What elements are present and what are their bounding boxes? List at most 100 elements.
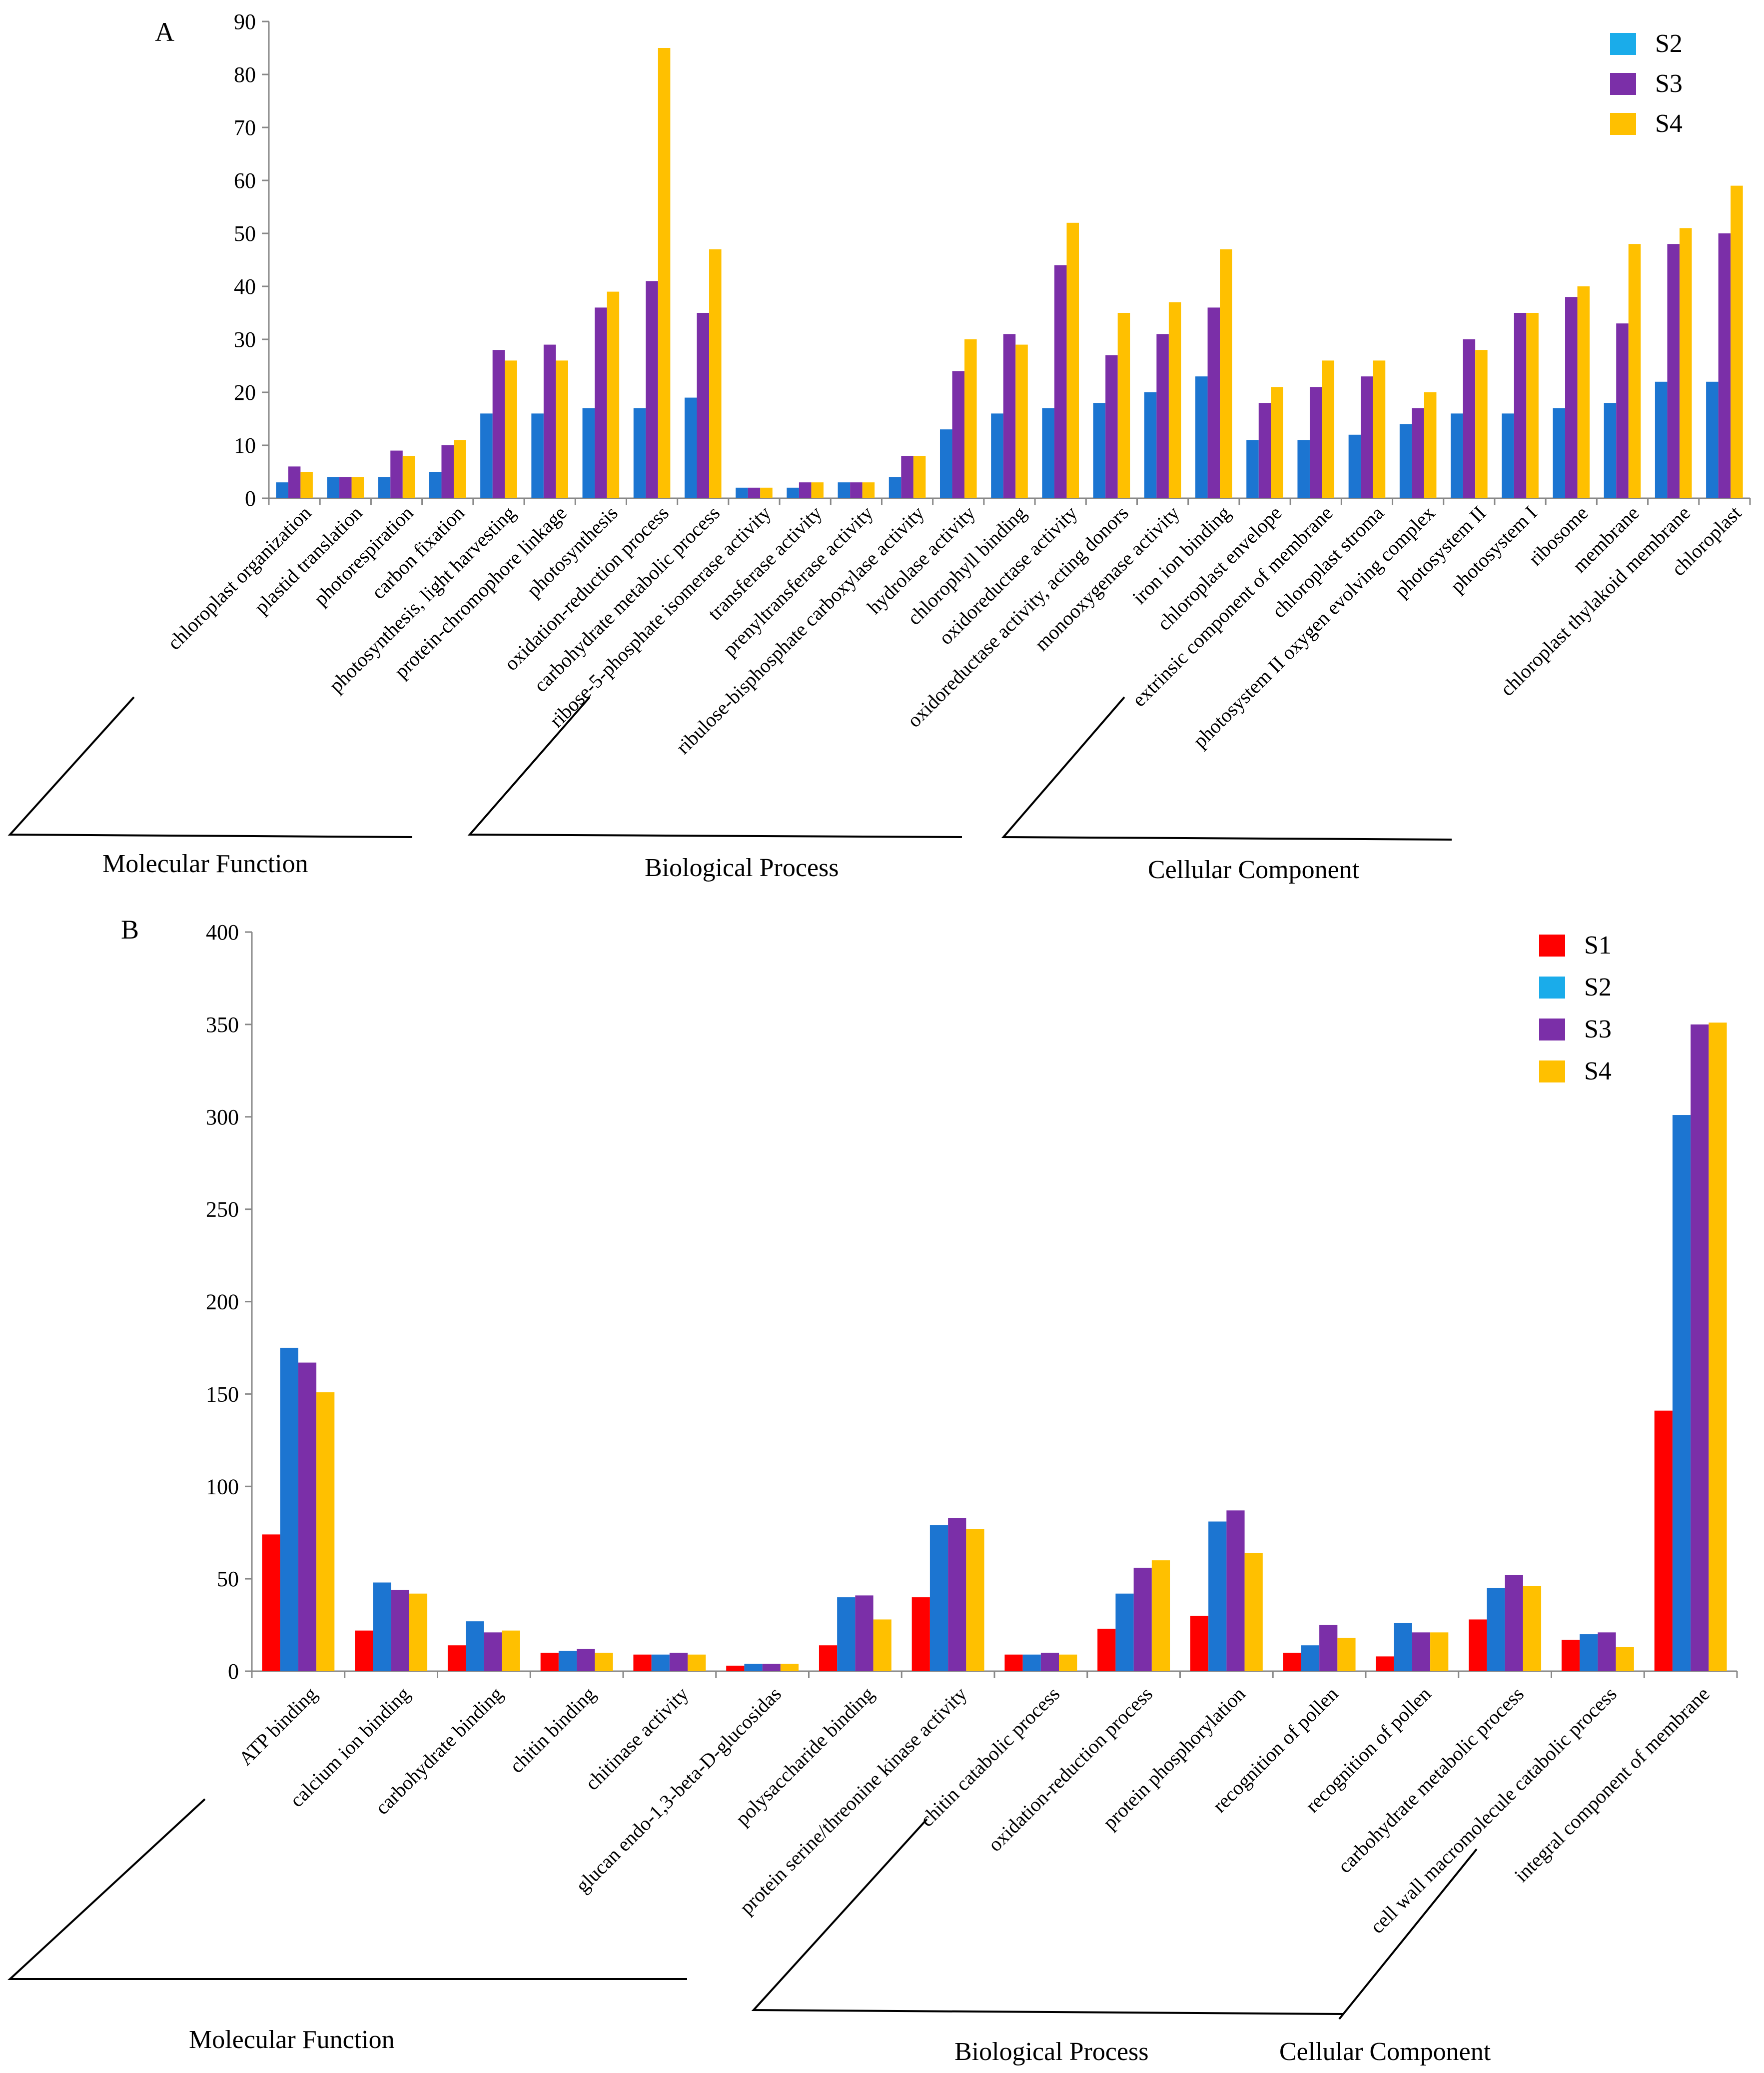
charta-legend-label-s4: S4 xyxy=(1655,109,1683,138)
chartb-y-tick-label: 200 xyxy=(206,1290,239,1314)
charta-bar-s3-prenyltransferase-activity xyxy=(850,482,863,498)
chartb-bar-s3-oxidation-reduction-process xyxy=(1133,1567,1152,1671)
charta-bar-s3-photosystem-ii xyxy=(1463,339,1476,498)
chartb-category-label: carbohydrate metabolic process xyxy=(1333,1683,1528,1878)
chartb-bar-s1-calcium-ion-binding xyxy=(355,1630,373,1671)
charta-bar-s4-chloroplast-stroma xyxy=(1373,360,1386,498)
charta-bar-s3-ribulose-bisphosphate-carboxylase-activity xyxy=(901,456,913,498)
chartb-bar-s3-recognition-of-pollen xyxy=(1319,1625,1338,1671)
charta-bar-s2-extrinsic-component-of-membrane xyxy=(1297,440,1310,498)
charta-bar-s2-protein-chromophore-linkage xyxy=(531,413,544,498)
chartb-category-label: glucan endo-1,3-beta-D-glucosidas xyxy=(571,1683,786,1897)
charta-bar-s3-chloroplast-envelope xyxy=(1258,403,1271,498)
charta-bar-s4-chloroplast xyxy=(1731,185,1743,499)
panel-label-b: B xyxy=(121,915,139,945)
charta-bar-s2-chloroplast-envelope xyxy=(1246,440,1259,498)
chartb-bar-s3-atp-binding xyxy=(298,1362,317,1671)
charta-bar-s3-ribose-5-phosphate-isomerase-activity xyxy=(748,487,761,498)
chartb-legend-label-s2: S2 xyxy=(1584,973,1612,1002)
charta-y-tick-label: 0 xyxy=(245,486,256,511)
charta-bar-s2-photosynthesis-light-harvesting xyxy=(480,413,493,498)
chartb-bar-s3-glucan-endo-1-3-beta-d-glucosidas xyxy=(762,1664,781,1671)
chartb-category-label: chitin binding xyxy=(505,1683,600,1778)
chartb-bar-s4-calcium-ion-binding xyxy=(409,1593,428,1671)
chartb-bar-s4-recognition-of-pollen xyxy=(1430,1632,1449,1671)
charta-bar-s4-extrinsic-component-of-membrane xyxy=(1322,360,1335,498)
chartb-bar-s2-protein-phosphorylation xyxy=(1208,1521,1227,1671)
chartb-bar-s3-recognition-of-pollen xyxy=(1412,1632,1431,1671)
bracket-molecular-function-a xyxy=(7,696,413,838)
charta-legend-label-s2: S2 xyxy=(1655,29,1683,58)
chartb-bar-s4-glucan-endo-1-3-beta-d-glucosidas xyxy=(780,1664,799,1671)
charta-bar-s2-transferase-activity xyxy=(787,487,799,498)
charta-bar-s2-chloroplast-stroma xyxy=(1348,434,1361,498)
bracket-molecular-function-b xyxy=(7,1798,687,1980)
charta-bar-s3-plastid-translation xyxy=(339,477,352,498)
charta-bar-s4-ribosome xyxy=(1577,286,1590,498)
chartb-category-label: ATP binding xyxy=(234,1683,322,1770)
charta-y-tick-label: 70 xyxy=(234,115,256,140)
charta-bar-s2-membrane xyxy=(1604,403,1617,498)
chartb-bar-s1-oxidation-reduction-process xyxy=(1097,1628,1116,1671)
chartb-bar-s3-integral-component-of-membrane xyxy=(1691,1024,1709,1671)
chartb-y-tick-label: 150 xyxy=(206,1382,239,1406)
charta-bar-s2-ribosome xyxy=(1553,408,1566,498)
chartb-bar-s4-cell-wall-macromolecule-catabolic-process xyxy=(1616,1647,1634,1671)
charta-bar-s4-protein-chromophore-linkage xyxy=(556,360,568,498)
charta-bar-s2-prenyltransferase-activity xyxy=(838,482,851,498)
charta-bar-s3-carbohydrate-metabolic-process xyxy=(697,313,710,498)
charta-bar-s4-photosystem-i xyxy=(1526,313,1539,498)
charta-bar-s2-oxidoreductase-activity xyxy=(1042,408,1054,498)
chartb-bar-s2-oxidation-reduction-process xyxy=(1115,1593,1134,1671)
charta-bar-s3-photosystem-ii-oxygen-evolving-complex xyxy=(1412,408,1424,498)
chartb-bar-s4-carbohydrate-metabolic-process xyxy=(1523,1586,1542,1671)
chartb-bar-s2-atp-binding xyxy=(280,1347,298,1671)
chartb-bar-s3-cell-wall-macromolecule-catabolic-process xyxy=(1598,1632,1616,1671)
chartb-bar-s1-chitin-catabolic-process xyxy=(1004,1654,1023,1671)
charta-bar-s2-chlorophyll-binding xyxy=(991,413,1003,498)
group-label-molecular-function-a: Molecular Function xyxy=(102,850,308,878)
chartb-legend-label-s3: S3 xyxy=(1584,1015,1612,1043)
charta-bar-s2-iron-ion-binding xyxy=(1195,376,1208,498)
charta-bar-s4-carbohydrate-metabolic-process xyxy=(709,249,722,498)
charta-bar-s3-carbon-fixation xyxy=(441,445,454,498)
charta-bar-s2-oxidation-reduction-process xyxy=(633,408,646,498)
charta-bar-s4-transferase-activity xyxy=(811,482,824,498)
charta-y-tick-label: 50 xyxy=(234,221,256,246)
chartb-y-tick-label: 300 xyxy=(206,1105,239,1129)
charta-bar-s3-iron-ion-binding xyxy=(1207,307,1220,498)
bracket-cellular-component-a xyxy=(1001,696,1452,841)
group-label-molecular-function-b: Molecular Function xyxy=(189,2026,395,2054)
charta-bar-s4-chloroplast-organization xyxy=(300,472,313,498)
charta-y-tick-label: 60 xyxy=(234,168,256,193)
chartb-bar-s3-protein-serine-threonine-kinase-activity xyxy=(948,1518,966,1671)
panel-b-group-brackets xyxy=(7,1798,1478,2020)
charta-bar-s4-oxidation-reduction-process xyxy=(658,48,671,498)
charta-bar-s3-chloroplast-organization xyxy=(288,466,301,498)
chartb-category-label: integral component of membrane xyxy=(1510,1683,1714,1887)
charta-bar-s4-chloroplast-thylakoid-membrane xyxy=(1679,228,1692,498)
charta-bar-s4-chlorophyll-binding xyxy=(1015,344,1028,498)
charta-bar-s2-photosystem-ii xyxy=(1451,413,1463,498)
charta-bar-s3-chloroplast xyxy=(1718,233,1731,498)
charta-bar-s3-chloroplast-thylakoid-membrane xyxy=(1667,244,1680,498)
chartb-y-tick-label: 350 xyxy=(206,1013,239,1037)
chartb-bar-s1-polysaccharide-binding xyxy=(819,1645,838,1671)
charta-bar-s2-chloroplast-organization xyxy=(276,482,288,498)
charta-y-tick-label: 10 xyxy=(234,433,256,458)
charta-bar-s4-photosynthesis-light-harvesting xyxy=(505,360,517,498)
charta-bar-s2-ribose-5-phosphate-isomerase-activity xyxy=(736,487,748,498)
charta-bar-s2-chloroplast-thylakoid-membrane xyxy=(1655,381,1668,498)
charta-legend-swatch-s4 xyxy=(1610,113,1636,135)
charta-bar-s4-oxidoreductase-activity-acting-donors xyxy=(1117,313,1130,498)
charta-bar-s3-oxidoreductase-activity xyxy=(1054,265,1067,498)
charta-bar-s4-membrane xyxy=(1628,244,1641,498)
charta-y-tick-label: 30 xyxy=(234,327,256,352)
chartb-bar-s2-polysaccharide-binding xyxy=(837,1597,856,1671)
panel-a-legend: S2 S3 S4 xyxy=(1610,29,1683,138)
charta-category-label: photosynthesis, light harvesting xyxy=(324,502,520,697)
charta-bar-s4-photosynthesis xyxy=(607,291,620,498)
